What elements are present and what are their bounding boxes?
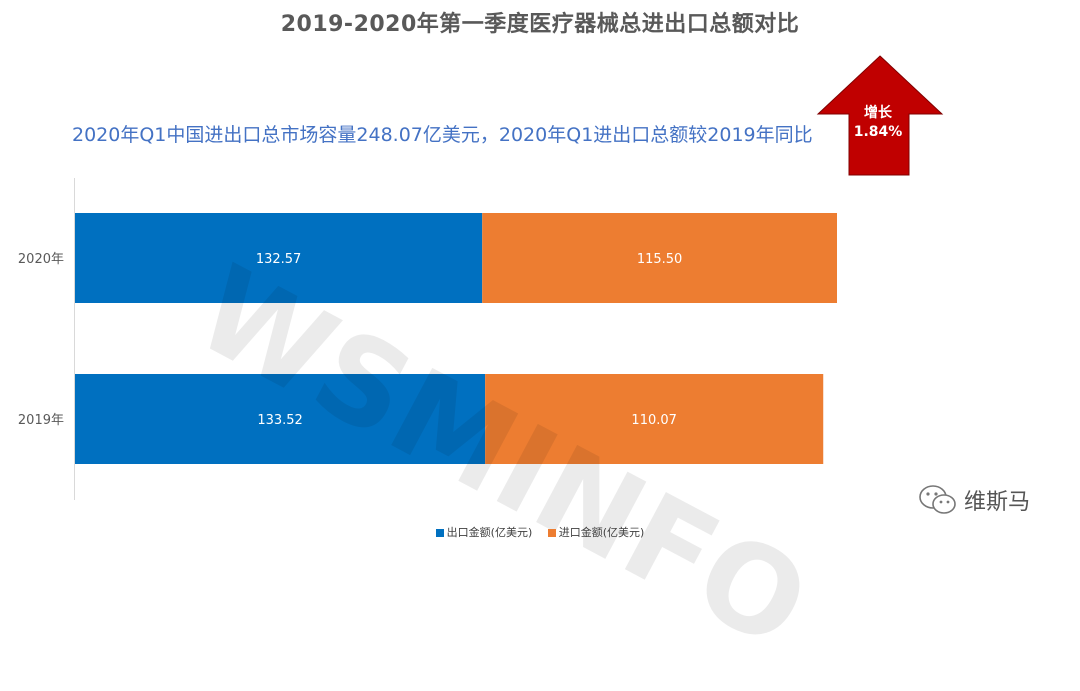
bar-import-0 [482,213,837,303]
bar-import-1 [485,374,824,464]
bar-export-1 [75,374,486,464]
brand-name: 维斯马 [964,490,1031,515]
data-label-export-0: 132.57 [256,252,302,267]
legend-swatch-import [547,529,556,537]
wechat-icon [919,485,956,514]
bars-group: 132.57 115.50 2020年 133.52 110.07 2019年 [18,213,837,464]
data-label-import-0: 115.50 [637,252,683,267]
growth-arrow-icon [816,55,944,176]
chart-subtitle: 2020年Q1中国进出口总市场容量248.07亿美元，2020年Q1进出口总额较… [72,124,813,146]
bar-export-0 [75,213,483,303]
category-label-1: 2019年 [18,413,64,428]
legend-swatch-export [435,529,444,537]
growth-badge-value: 1.84% [853,124,903,140]
data-label-import-1: 110.07 [631,413,677,428]
legend: 出口金额(亿美元) 进口金额(亿美元) [0,524,1080,540]
category-label-0: 2020年 [18,252,64,267]
legend-label-export: 出口金额(亿美元) [446,526,533,539]
legend-item-export: 出口金额(亿美元) [435,524,533,540]
legend-label-import: 进口金额(亿美元) [558,526,645,539]
data-label-export-1: 133.52 [257,413,303,428]
growth-badge-label: 增长 [864,105,892,121]
legend-item-import: 进口金额(亿美元) [547,524,645,540]
brand-logo: 维斯马 [918,482,1030,518]
growth-badge: 增长 1.84% [838,104,918,142]
chart-title: 2019-2020年第一季度医疗器械总进出口总额对比 [280,12,800,37]
chart-svg: 132.57 115.50 2020年 133.52 110.07 2019年 [18,55,944,500]
